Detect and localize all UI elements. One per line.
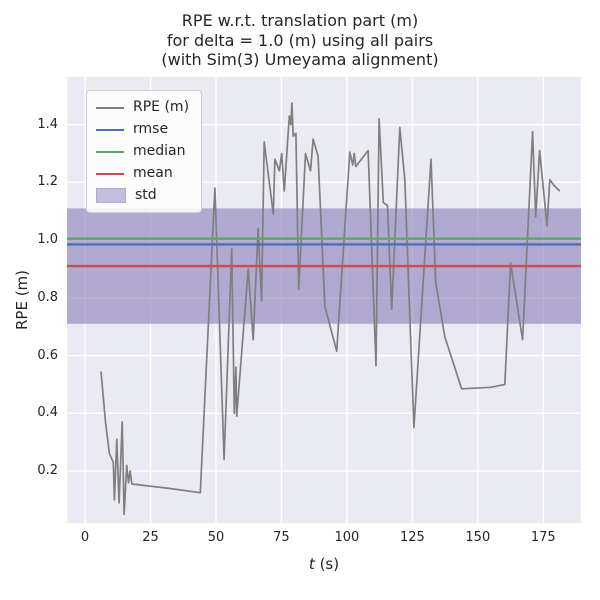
legend-label: rmse [133,121,169,137]
x-axis-label-variable: t [308,555,315,573]
x-axis-label-unit: (s) [314,555,340,573]
chart-title-line-2: for delta = 1.0 (m) using all pairs [166,30,434,50]
y-tick-label: 1.2 [37,174,58,190]
y-tick-label: 0.6 [37,347,58,363]
y-tick-label: 0.4 [37,405,58,421]
chart-title-line-3: (with Sim(3) Umeyama alignment) [161,50,439,69]
legend-swatch-icon [96,106,124,109]
rpe-line [100,102,561,516]
legend-item-std: std [96,186,189,205]
chart-title-line-1: RPE w.r.t. translation part (m) [181,11,419,30]
plot-area [67,77,581,523]
legend-swatch-icon [96,150,124,153]
legend-swatch-icon [96,128,124,131]
x-axis-label: t (s) [309,555,339,573]
x-tick-label: 25 [142,530,159,545]
x-tick-label: 150 [465,530,491,545]
x-tick-label: 100 [334,530,360,545]
plot-canvas [67,77,581,523]
y-tick-label: 0.2 [37,463,58,479]
legend: RPE (m) rmse median mean std [86,90,203,213]
x-tick-label: 75 [273,530,290,545]
legend-item-mean: mean [96,164,189,183]
legend-label: mean [133,165,173,181]
x-tick-label: 50 [207,530,225,545]
y-tick-label: 0.8 [37,289,58,305]
legend-item-median: median [96,142,189,161]
chart-title: RPE w.r.t. translation part (m) for delt… [0,11,600,70]
legend-swatch-icon [96,172,124,175]
legend-label: RPE (m) [133,99,190,115]
legend-label: median [133,143,186,159]
x-tick-label: 175 [530,530,556,545]
legend-item-rmse: rmse [96,120,189,139]
y-tick-label: 1.0 [37,232,58,248]
y-axis-label: RPE (m) [13,269,31,331]
y-tick-label: 1.4 [37,116,58,132]
legend-label: std [135,187,157,203]
legend-swatch-icon [96,188,126,203]
legend-item-rpe-m: RPE (m) [96,98,189,117]
x-tick-label: 0 [80,530,90,545]
x-tick-label: 125 [399,530,425,545]
